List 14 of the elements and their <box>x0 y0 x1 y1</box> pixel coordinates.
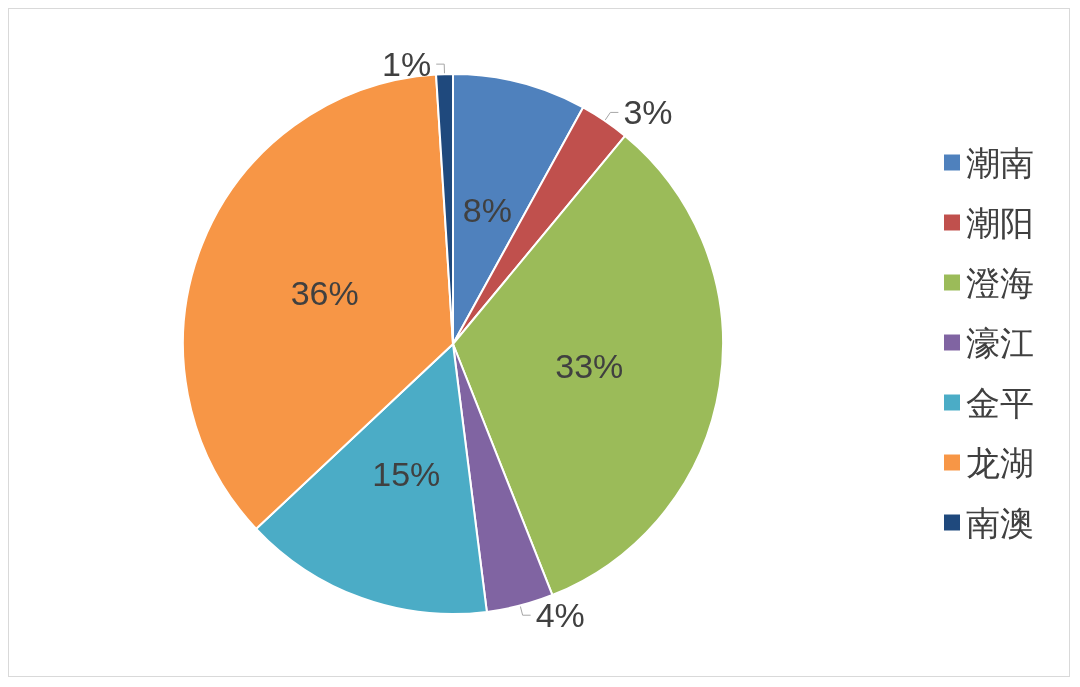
data-label: 1% <box>382 45 432 84</box>
data-label: 36% <box>290 274 359 313</box>
legend-label: 潮南 <box>966 142 1034 183</box>
legend-label: 南澳 <box>966 502 1034 543</box>
data-label: 8% <box>462 191 512 230</box>
data-label: 33% <box>555 346 624 385</box>
legend-label: 龙湖 <box>966 442 1034 483</box>
legend-label: 金平 <box>966 382 1034 423</box>
legend-label: 潮阳 <box>966 202 1034 243</box>
legend-label: 濠江 <box>966 322 1034 363</box>
legend-label: 澄海 <box>966 262 1034 303</box>
data-label: 15% <box>372 454 441 493</box>
data-label: 3% <box>623 93 673 132</box>
data-label: 4% <box>535 596 585 635</box>
